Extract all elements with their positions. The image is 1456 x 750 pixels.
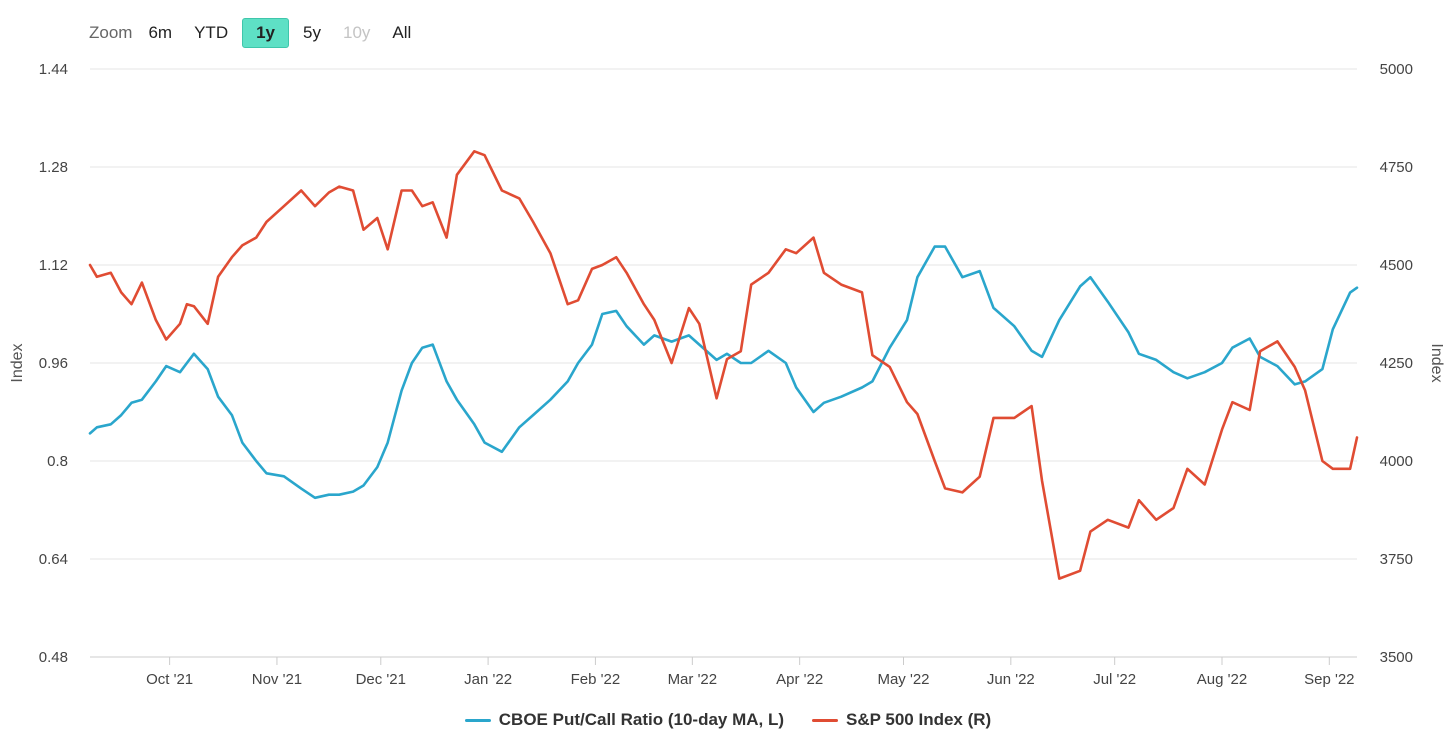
legend-swatch-sp500 (812, 718, 839, 722)
left-tick-label: 1.28 (39, 159, 68, 176)
left-tick-label: 1.44 (39, 61, 68, 78)
left-tick-label: 0.48 (39, 649, 68, 666)
right-tick-label: 5000 (1380, 61, 1413, 78)
legend-swatch-putcall (464, 718, 491, 722)
zoom-6m-button[interactable]: 6m (148, 23, 173, 42)
left-tick-label: 1.12 (39, 257, 68, 274)
left-tick-label: 0.96 (39, 355, 68, 372)
zoom-label: Zoom (89, 23, 133, 42)
zoom-ytd-button[interactable]: YTD (194, 23, 229, 42)
x-axis-ticks: Oct '21 Nov '21 Dec '21 Jan '22 Feb '22 Mar '… (146, 657, 1355, 688)
x-tick-label: Jan '22 (464, 671, 512, 688)
legend-item-putcall[interactable]: CBOE Put/Call Ratio (10-day MA, L) (464, 710, 785, 730)
left-tick-label: 0.64 (39, 551, 68, 568)
zoom-10y-button: 10y (342, 23, 371, 42)
right-tick-label: 4250 (1380, 355, 1413, 372)
x-tick-label: Jul '22 (1093, 671, 1136, 688)
zoom-all-button[interactable]: All (392, 23, 412, 42)
series-lines (88, 150, 1359, 580)
zoom-selector: Zoom 6m YTD 1y 5y 10y All (89, 17, 425, 49)
right-tick-label: 4750 (1380, 159, 1413, 176)
x-tick-label: Oct '21 (146, 671, 193, 688)
putcall-ratio-line (88, 245, 1359, 500)
right-tick-label: 3750 (1380, 551, 1413, 568)
left-tick-label: 0.8 (47, 453, 68, 470)
sp500-index-line (88, 150, 1359, 580)
legend-label-sp500: S&P 500 Index (R) (846, 710, 992, 729)
legend-label-putcall: CBOE Put/Call Ratio (10-day MA, L) (498, 710, 785, 729)
x-tick-label: Feb '22 (571, 671, 621, 688)
x-tick-label: Nov '21 (252, 671, 302, 688)
legend: CBOE Put/Call Ratio (10-day MA, L) S&P 5… (0, 710, 1456, 730)
right-tick-label: 3500 (1380, 649, 1413, 666)
x-tick-label: Aug '22 (1197, 671, 1247, 688)
zoom-1y-button[interactable]: 1y (242, 18, 290, 48)
left-axis-ticks: 0.48 0.64 0.8 0.96 1.12 1.28 1.44 (39, 61, 68, 666)
legend-item-sp500[interactable]: S&P 500 Index (R) (812, 710, 991, 730)
grid-lines (90, 68, 1357, 560)
x-tick-label: May '22 (877, 671, 929, 688)
line-chart: 0.48 0.64 0.8 0.96 1.12 1.28 1.44 3500 3750 4000… (9, 61, 1445, 688)
x-tick-label: Dec '21 (356, 671, 406, 688)
right-axis-title: Index (1428, 343, 1445, 382)
right-tick-label: 4000 (1380, 453, 1413, 470)
x-tick-label: Jun '22 (987, 671, 1035, 688)
zoom-5y-button[interactable]: 5y (303, 23, 321, 42)
right-tick-label: 4500 (1380, 257, 1413, 274)
left-axis-title: Index (9, 343, 26, 382)
right-axis-ticks: 3500 3750 4000 4250 4500 4750 5000 (1380, 61, 1413, 666)
x-tick-label: Sep '22 (1304, 671, 1354, 688)
x-tick-label: Mar '22 (668, 671, 718, 688)
x-tick-label: Apr '22 (776, 671, 823, 688)
